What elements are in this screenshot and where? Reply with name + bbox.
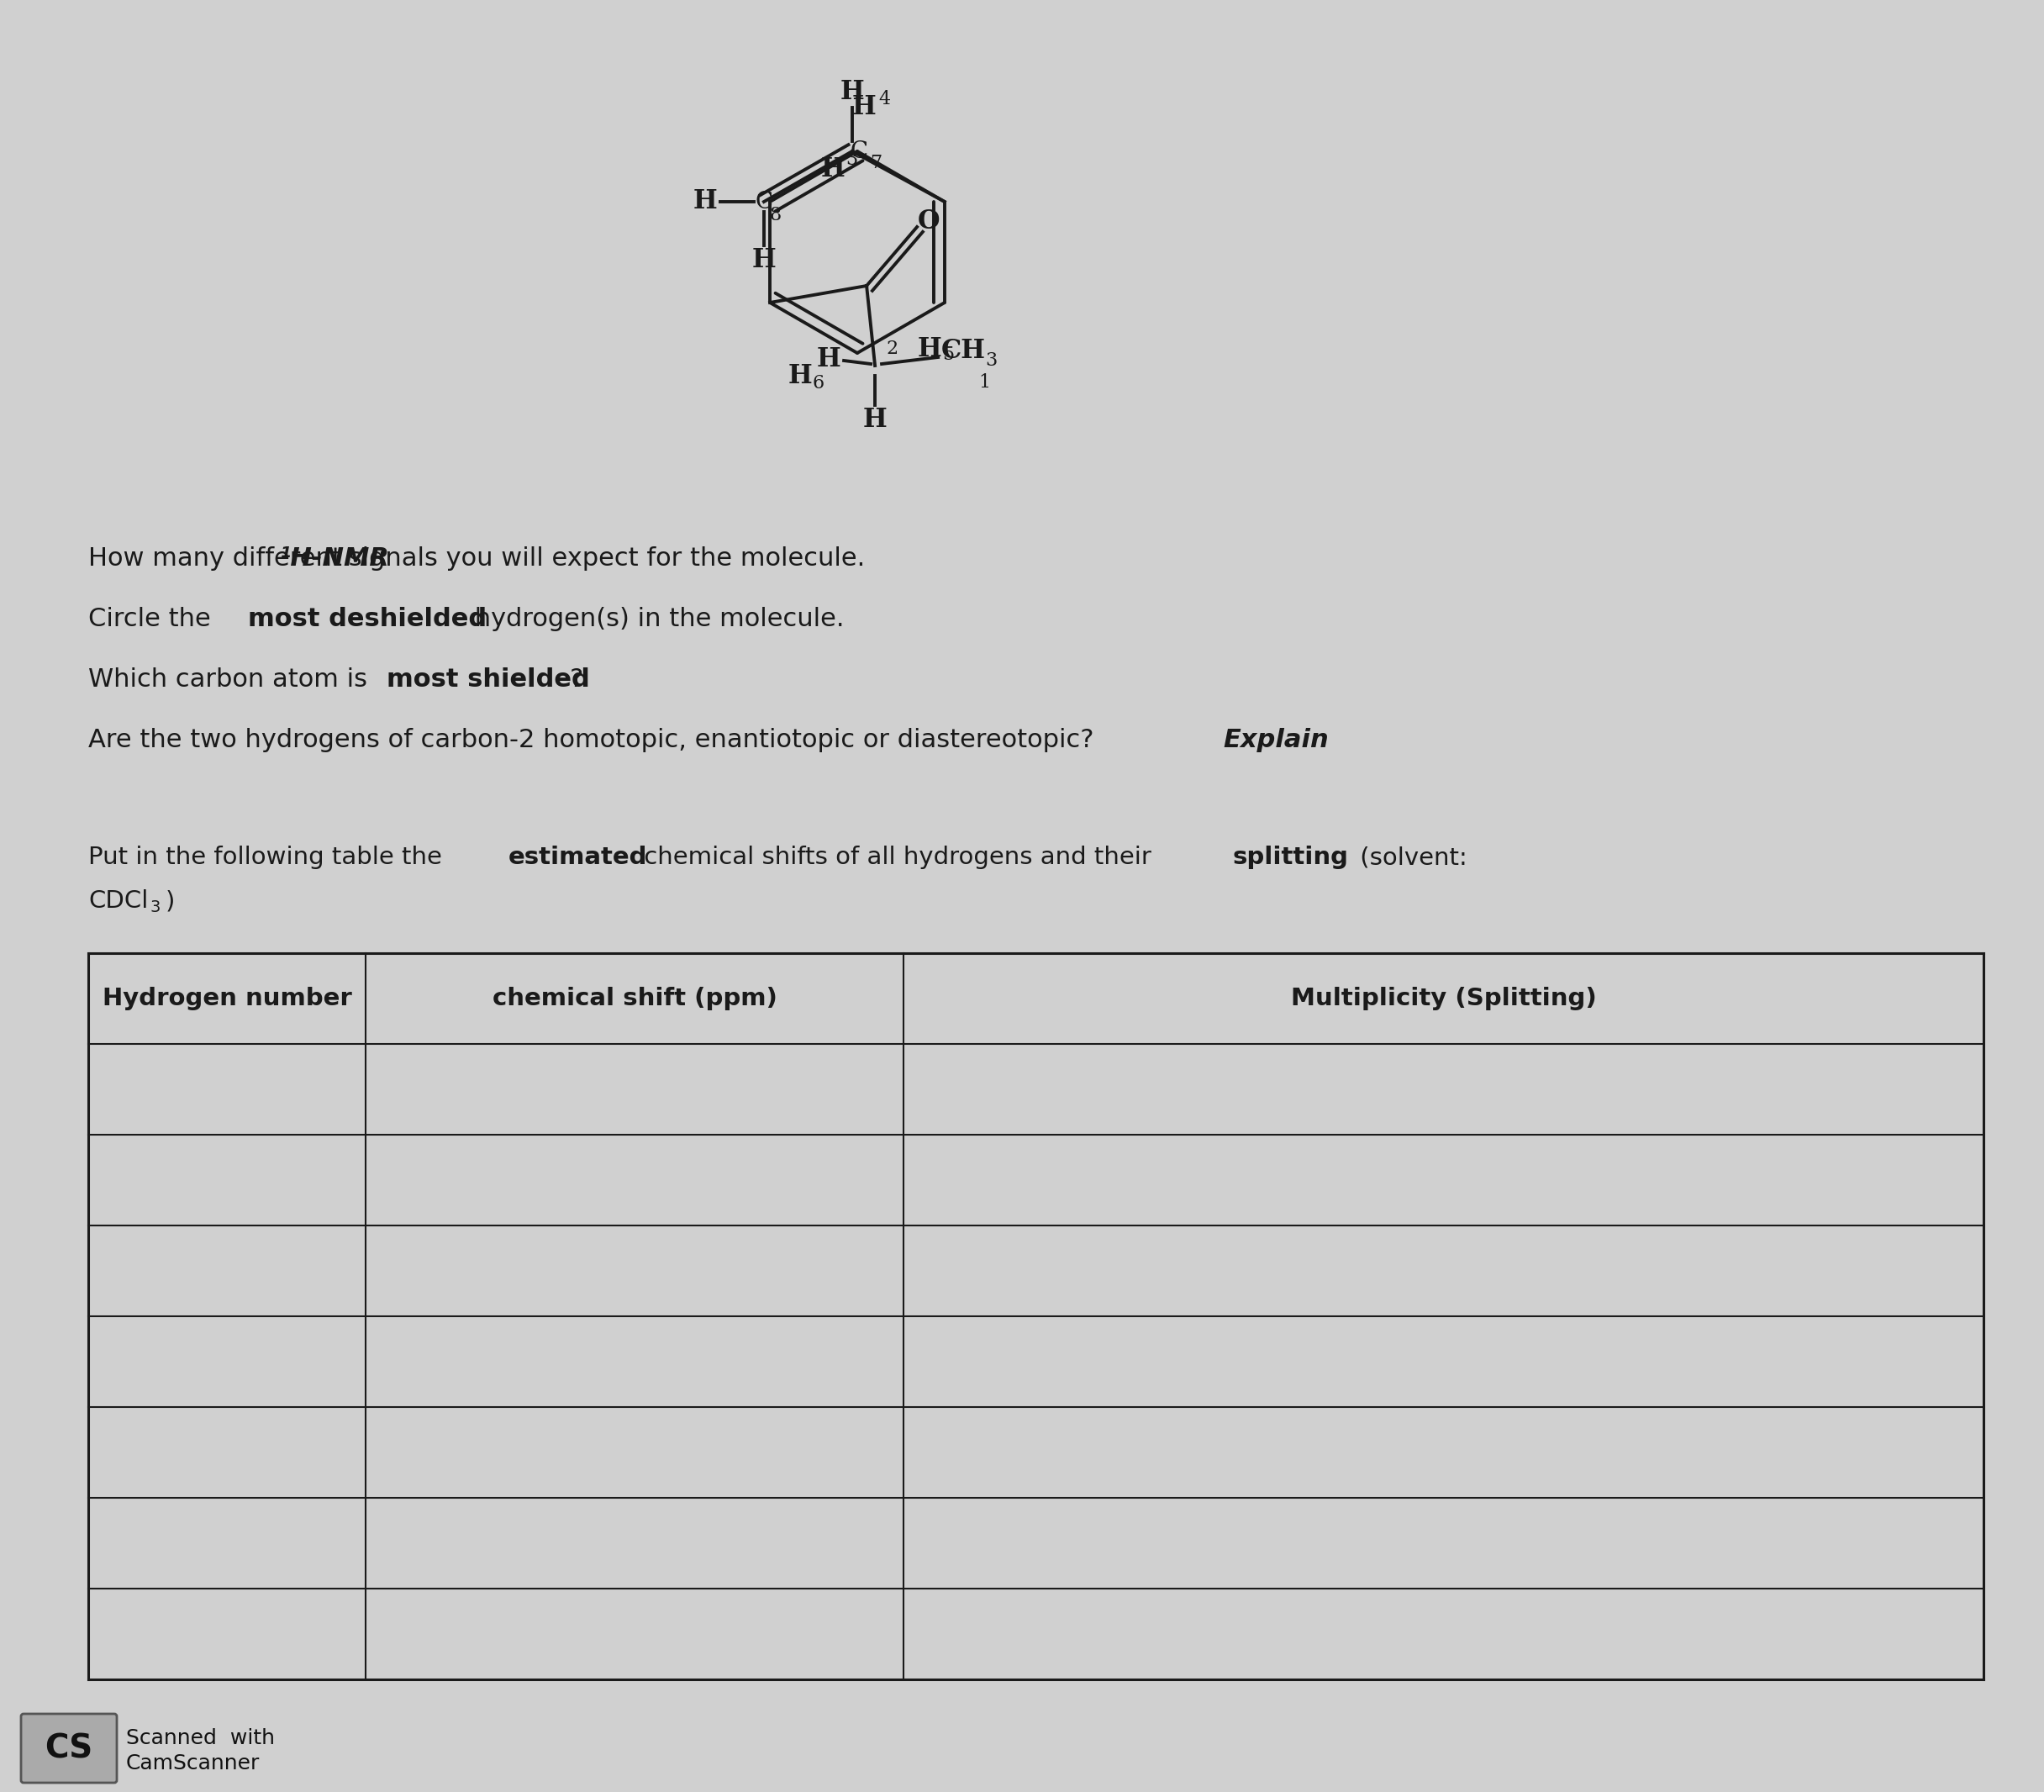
Text: H: H	[840, 79, 865, 106]
Text: H: H	[918, 335, 942, 362]
Text: H: H	[863, 407, 887, 434]
Text: H: H	[818, 346, 840, 373]
Text: ?: ?	[570, 667, 583, 692]
Text: O: O	[918, 210, 940, 235]
Text: ): )	[166, 889, 176, 912]
Text: Hydrogen number: Hydrogen number	[102, 987, 352, 1011]
Text: 7: 7	[871, 154, 881, 172]
Text: 5: 5	[942, 346, 955, 364]
Text: H: H	[693, 188, 717, 215]
Text: 8: 8	[771, 206, 781, 224]
Text: Explain: Explain	[1222, 728, 1329, 753]
FancyBboxPatch shape	[20, 1713, 117, 1783]
Text: Scanned  with: Scanned with	[127, 1727, 274, 1749]
Text: H: H	[752, 247, 777, 274]
Text: 6: 6	[814, 375, 824, 392]
Text: Are the two hydrogens of carbon‑2 homotopic, enantiotopic or diastereotopic?: Are the two hydrogens of carbon‑2 homoto…	[88, 728, 1102, 753]
Text: ¹H‑NMR: ¹H‑NMR	[280, 547, 390, 570]
Text: Put in the following table the: Put in the following table the	[88, 846, 450, 869]
Text: most deshielded: most deshielded	[247, 607, 486, 631]
Text: H: H	[789, 364, 811, 389]
Text: signals you will expect for the molecule.: signals you will expect for the molecule…	[341, 547, 865, 570]
Text: H: H	[822, 156, 844, 183]
Text: H: H	[852, 95, 877, 120]
Text: 2: 2	[885, 339, 897, 358]
Text: (solvent:: (solvent:	[1353, 846, 1468, 869]
Text: Circle the: Circle the	[88, 607, 219, 631]
Text: 3: 3	[846, 151, 856, 168]
Text: chemical shifts of all hydrogens and their: chemical shifts of all hydrogens and the…	[636, 846, 1159, 869]
Text: Which carbon atom is: Which carbon atom is	[88, 667, 376, 692]
Text: estimated: estimated	[509, 846, 648, 869]
Text: chemical shift (ppm): chemical shift (ppm)	[493, 987, 777, 1011]
Text: CS: CS	[45, 1733, 92, 1765]
Text: Multiplicity (Splitting): Multiplicity (Splitting)	[1290, 987, 1596, 1011]
Text: most shielded: most shielded	[386, 667, 591, 692]
Text: splitting: splitting	[1233, 846, 1349, 869]
Text: hydrogen(s) in the molecule.: hydrogen(s) in the molecule.	[466, 607, 844, 631]
Text: CamScanner: CamScanner	[127, 1753, 260, 1774]
Text: CH: CH	[940, 337, 985, 364]
Text: 3: 3	[151, 900, 161, 916]
Text: 4: 4	[879, 90, 889, 109]
Text: CDCl: CDCl	[88, 889, 149, 912]
Text: How many different: How many different	[88, 547, 350, 570]
Text: 1: 1	[979, 373, 989, 392]
Text: C: C	[850, 140, 869, 163]
Text: 3: 3	[985, 351, 997, 369]
Text: C: C	[754, 190, 773, 213]
